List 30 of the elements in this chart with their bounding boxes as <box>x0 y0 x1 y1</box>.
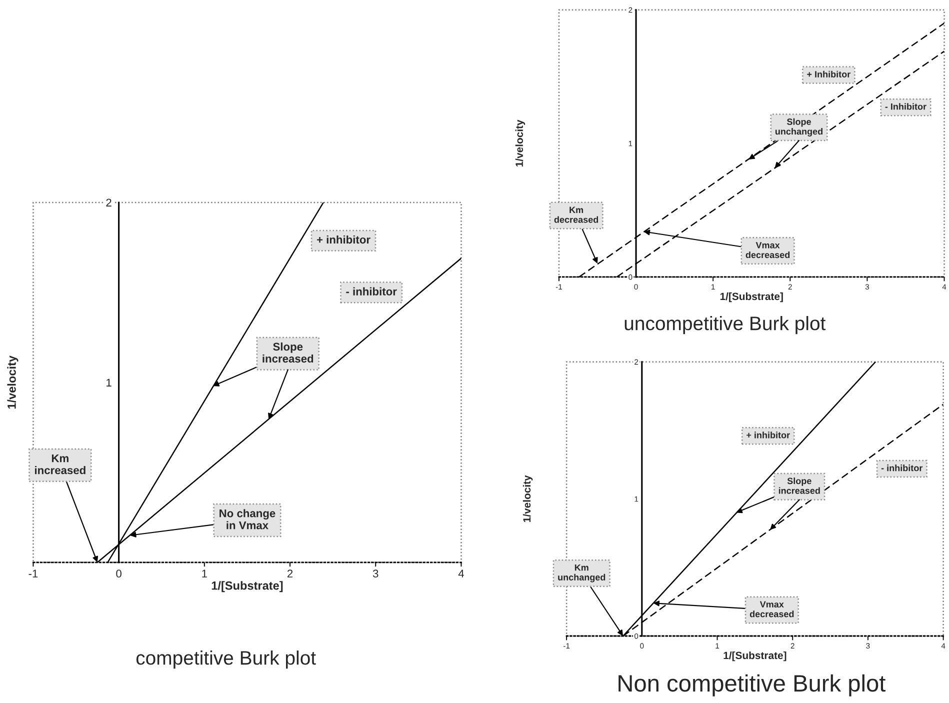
x-tick-label: 4 <box>458 570 464 578</box>
series-label: + inhibitor <box>316 235 370 244</box>
series-label: - Inhibitor <box>885 103 926 110</box>
text: Non competitive Burk plot <box>618 674 886 696</box>
annotation: Km decreased <box>554 206 598 223</box>
annotation: Vmax decreased <box>750 601 794 618</box>
x-axis-title: 1/[Substrate] <box>724 651 786 662</box>
y-axis-title: 1/velocity <box>515 120 526 166</box>
annotation: Slope increased <box>262 342 314 363</box>
x-tick-label: 1 <box>202 570 207 578</box>
text: competitive Burk plot <box>136 650 316 669</box>
series-label: - inhibitor <box>346 287 397 296</box>
x-axis-title: 1/[Substrate] <box>212 581 283 592</box>
annotation: Slope unchanged <box>775 118 822 136</box>
text: uncompetitive Burk plot <box>624 316 826 334</box>
x-tick-label: -1 <box>28 570 38 578</box>
annotation: Vmax decreased <box>746 242 790 258</box>
x-tick-label: 2 <box>287 570 293 578</box>
x-axis-title: 1/[Substrate] <box>720 292 783 302</box>
annotation: No change in Vmax <box>220 509 276 530</box>
series-label: - inhibitor <box>881 464 923 472</box>
series-label: + inhibitor <box>746 432 790 438</box>
annotation: Slope increased <box>778 478 820 494</box>
x-tick-label: 3 <box>372 570 378 578</box>
series-label: + Inhibitor <box>807 70 850 78</box>
annotation: Km unchanged <box>558 564 606 582</box>
y-axis-title: 1/velocity <box>7 356 18 409</box>
annotation: Km increased <box>35 454 86 474</box>
y-axis-title: 1/velocity <box>522 475 533 522</box>
x-tick-label: 0 <box>116 570 122 578</box>
